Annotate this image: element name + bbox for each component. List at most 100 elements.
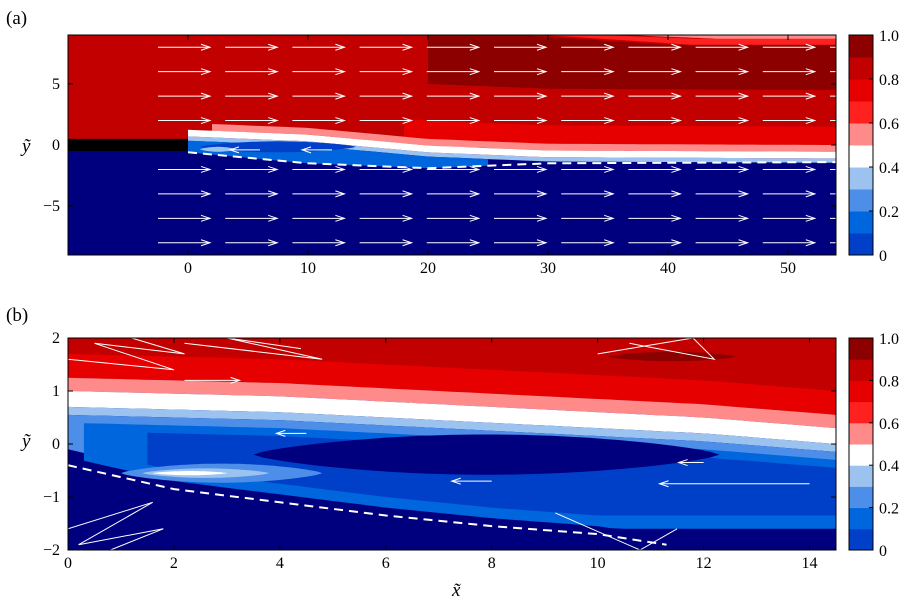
panel-a-velocity-arrow-head bbox=[805, 117, 817, 125]
panel-b-near-wall-bubble-inner bbox=[152, 471, 227, 476]
panel-a-ytick-label: 5 bbox=[52, 76, 60, 93]
panel-a-velocity-arrow-head bbox=[402, 190, 414, 198]
panel-a-contour-field bbox=[68, 35, 882, 255]
panel-a-velocity-arrow-head bbox=[469, 165, 481, 173]
panel-b-ytick-label: 1 bbox=[52, 383, 60, 400]
panel-a-ytick-label: −5 bbox=[43, 198, 60, 215]
panel-a-velocity-arrow-head bbox=[604, 214, 615, 222]
panel-a-colorbar-swatch bbox=[849, 35, 873, 58]
panel-a-velocity-arrow-head bbox=[604, 92, 615, 100]
panel-a-velocity-arrow-head bbox=[738, 68, 750, 76]
panel-b-colorbar-frame bbox=[848, 337, 874, 551]
panel-a-velocity-arrow-head bbox=[536, 190, 548, 198]
panel-b-colorbar: 1.0 0.8 0.6 0.4 0.2 0 bbox=[848, 331, 899, 560]
panel-a-velocity-arrow-head bbox=[268, 190, 279, 198]
panel-a-reverse-arrow-head bbox=[300, 146, 312, 154]
panel-b-colorbar-swatch bbox=[849, 422, 873, 445]
panel-a-velocity-arrow-head bbox=[268, 43, 279, 51]
panel-b-colorbar-swatch bbox=[849, 380, 873, 403]
panel-a-velocity-arrow-head bbox=[402, 92, 414, 100]
panel-a-colorbar-swatch bbox=[849, 57, 873, 80]
panel-a-velocity-arrow-head bbox=[402, 239, 414, 247]
panel-b-core-patch bbox=[608, 351, 736, 362]
panel-a-velocity-arrow-head bbox=[873, 240, 882, 246]
panel-a-velocity-arrow-head bbox=[200, 214, 212, 222]
panel-a-velocity-arrow-head bbox=[268, 165, 279, 173]
panel-a-velocity-arrow-head bbox=[469, 68, 481, 76]
panel-a-velocity-arrow-head bbox=[805, 165, 817, 173]
panel-a-velocity-arrow-head bbox=[738, 239, 750, 247]
panel-a-velocity-arrow-head bbox=[738, 165, 750, 173]
panel-a-velocity-arrow-head bbox=[268, 92, 279, 100]
panel-a-velocity-arrow-head bbox=[335, 92, 346, 100]
panel-a-velocity-arrow-head bbox=[268, 239, 279, 247]
panel-a-velocity-arrow-head bbox=[469, 190, 481, 198]
panel-a-velocity-arrow-head bbox=[738, 92, 750, 100]
panel-a-velocity-arrow-head bbox=[200, 43, 212, 51]
panel-b-colorbar-swatch bbox=[849, 338, 873, 360]
panel-b-ytick-label: −1 bbox=[43, 489, 60, 506]
panel-b-velocity-arrow-head bbox=[230, 376, 242, 384]
panel-a-velocity-arrow-head bbox=[604, 68, 615, 76]
panel-a-velocity-arrow-head bbox=[200, 239, 212, 247]
panel-a-velocity-arrow-head bbox=[738, 214, 750, 222]
panel-a-velocity-arrow-head bbox=[469, 117, 481, 125]
panel-b-colorbar-tick-label: 0.8 bbox=[879, 373, 899, 390]
panel-b-spurious-vector bbox=[68, 501, 164, 550]
panel-a-shear-white bbox=[188, 129, 836, 159]
panel-a-frame bbox=[67, 34, 837, 256]
panel-a-colorbar-swatch bbox=[849, 145, 873, 168]
panel-a-ylabel: ỹ bbox=[20, 136, 31, 157]
panel-b-colorbar-swatch bbox=[849, 465, 873, 487]
panel-b-reverse-arrow-head bbox=[677, 459, 688, 467]
panel-b-xtick-label: 12 bbox=[696, 555, 712, 572]
panel-a-velocity-arrow-head bbox=[805, 92, 817, 100]
panel-a-velocity-arrow-head bbox=[604, 117, 615, 125]
panel-b-ytick-label: −2 bbox=[43, 542, 60, 559]
panel-a-velocity-arrow-head bbox=[469, 92, 481, 100]
panel-b-colorbar-tick-label: 0.6 bbox=[879, 416, 899, 433]
panel-b-spurious-vector bbox=[184, 338, 323, 360]
panel-a-colorbar-tick-label: 0.2 bbox=[879, 204, 899, 221]
panel-a-xtick-label: 40 bbox=[660, 260, 676, 277]
panel-a-velocity-arrow-head bbox=[536, 165, 548, 173]
panel-a-velocity-arrow-head bbox=[604, 43, 615, 51]
panel-b-colorbar-tick-label: 0.2 bbox=[879, 501, 899, 518]
panel-a-velocity-arrow-head bbox=[604, 190, 615, 198]
panel-a-xtick-label: 20 bbox=[420, 260, 436, 277]
panel-a-velocity-arrow-head bbox=[268, 68, 279, 76]
panel-a-velocity-arrow-head bbox=[200, 117, 212, 125]
panel-a-velocity-arrow-head bbox=[873, 191, 882, 197]
panel-a-velocity-arrow-head bbox=[335, 239, 346, 247]
panel-a-core-band-3 bbox=[626, 35, 836, 39]
panel-a-colorbar-swatch bbox=[849, 123, 873, 146]
panel-b-shear-band-1 bbox=[68, 353, 836, 415]
panel-a-velocity-arrow-head bbox=[873, 93, 882, 99]
panel-a-velocity-arrow-head bbox=[469, 239, 481, 247]
panel-a-velocity-arrow-head bbox=[335, 68, 346, 76]
panel-a-velocity-arrow-head bbox=[200, 92, 212, 100]
panel-a-velocity-arrow-head bbox=[268, 117, 279, 125]
panel-a-velocity-arrow-head bbox=[200, 68, 212, 76]
panel-a-colorbar-frame bbox=[848, 34, 874, 256]
panel-b-xtick-label: 10 bbox=[590, 555, 606, 572]
panel-b-shear-band-2 bbox=[68, 377, 836, 429]
panel-b-colorbar-tick-label: 0.4 bbox=[879, 458, 899, 475]
panel-a-velocity-arrow-head bbox=[671, 214, 682, 222]
panel-b-recirculation-core bbox=[253, 434, 720, 475]
panel-a-velocity-arrow-head bbox=[536, 117, 548, 125]
panel-a-velocity-arrow-head bbox=[536, 239, 548, 247]
panel-a-velocity-arrow-head bbox=[402, 117, 414, 125]
panel-a-colorbar-swatch bbox=[849, 211, 873, 234]
panel-a-velocity-arrow-head bbox=[536, 43, 548, 51]
panel-a-colorbar-swatch bbox=[849, 167, 873, 190]
panel-a-velocity-arrow-head bbox=[671, 43, 682, 51]
panel-a-xtick-label: 50 bbox=[780, 260, 796, 277]
panel-b-xlabel: x̃ bbox=[451, 580, 461, 601]
panel-b-reverse-arrow-head bbox=[657, 480, 669, 488]
panel-a-colorbar: 1.0 0.8 0.6 0.4 0.2 0 bbox=[848, 28, 899, 265]
panel-a-velocity-arrow-head bbox=[200, 190, 212, 198]
panel-a-velocity-arrow-head bbox=[335, 117, 346, 125]
